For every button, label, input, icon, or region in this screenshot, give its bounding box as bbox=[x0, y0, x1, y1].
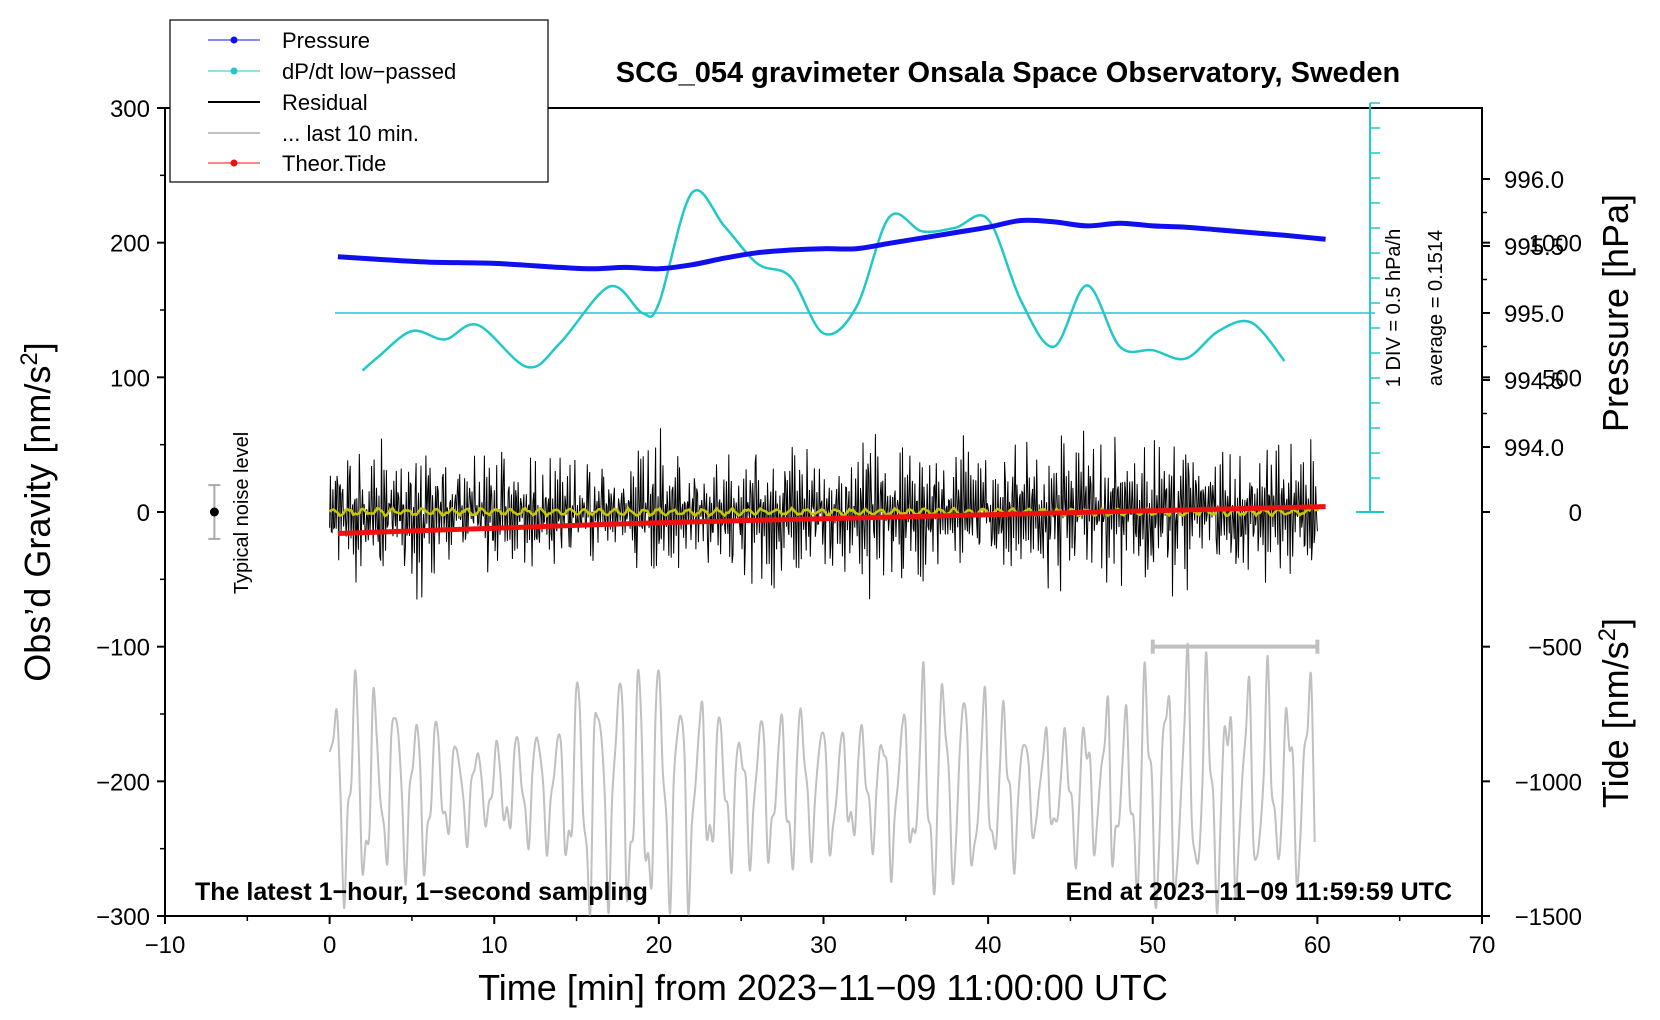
tide-tick-label: 1000 bbox=[1529, 231, 1582, 258]
x-tick-label: 10 bbox=[481, 932, 508, 959]
pressure-tick-label: 995.5 bbox=[1504, 234, 1564, 261]
x-tick-label: 70 bbox=[1469, 932, 1496, 959]
pressure-series bbox=[337, 217, 1326, 272]
legend-label-tide: Theor.Tide bbox=[282, 151, 386, 176]
y-axis-title-tide: Tide [nm/s2] bbox=[1594, 618, 1637, 808]
dpdt-scale-axis bbox=[335, 102, 1385, 513]
residual-line bbox=[329, 428, 1318, 600]
y-tick-label: −200 bbox=[96, 769, 150, 796]
sampling-note: The latest 1−hour, 1−second sampling bbox=[195, 878, 648, 906]
pressure-tick-label: 994.5 bbox=[1504, 368, 1564, 395]
y-axis-title-pressure: Pressure [hPa] bbox=[1595, 194, 1636, 432]
tide-series bbox=[337, 504, 1326, 536]
x-tick-label: 40 bbox=[975, 932, 1002, 959]
x-tick-label: 60 bbox=[1304, 932, 1331, 959]
last10-line bbox=[328, 642, 1316, 916]
last10-series bbox=[328, 642, 1316, 916]
y-axis-title-gravity: Obs’d Gravity [nm/s2] bbox=[16, 342, 59, 681]
dpdt-series bbox=[361, 189, 1286, 372]
y-tick-label: 100 bbox=[110, 365, 150, 392]
noise-point bbox=[209, 507, 219, 517]
legend-label-pressure: Pressure bbox=[282, 28, 370, 53]
dpdt-scale-label: 1 DIV = 0.5 hPa/h bbox=[1383, 229, 1405, 387]
x-tick-label: 0 bbox=[323, 932, 336, 959]
y-tick-label: −100 bbox=[96, 635, 150, 662]
pressure-line bbox=[337, 217, 1326, 272]
chart-title: SCG_054 gravimeter Onsala Space Observat… bbox=[616, 57, 1400, 89]
tide-tick-label: −500 bbox=[1528, 635, 1582, 662]
y-tick-label: −300 bbox=[96, 904, 150, 931]
end-time-note: End at 2023−11−09 11:59:59 UTC bbox=[1066, 878, 1452, 906]
y-tick-label: 300 bbox=[110, 96, 150, 123]
x-tick-label: 20 bbox=[646, 932, 673, 959]
tide-tick-label: −1500 bbox=[1515, 904, 1582, 931]
dpdt-average-label: average = 0.1514 bbox=[1425, 230, 1447, 386]
legend-label-last10: ... last 10 min. bbox=[282, 121, 419, 146]
x-tick-label: −10 bbox=[145, 932, 186, 959]
chart-marks bbox=[208, 484, 1320, 654]
tide-line bbox=[337, 504, 1326, 536]
legend-label-residual: Residual bbox=[282, 90, 368, 115]
pressure-tick-label: 994.0 bbox=[1504, 435, 1564, 462]
x-tick-label: 50 bbox=[1139, 932, 1166, 959]
pressure-tick-label: 995.0 bbox=[1504, 301, 1564, 328]
legend-marker-tide bbox=[230, 159, 238, 167]
tide-tick-label: 500 bbox=[1542, 365, 1582, 392]
axis-ticks: −10 0 10 20 30 40 50 60 703002001000−100−200−300… bbox=[96, 96, 1582, 959]
x-axis-title: Time [min] from 2023−11−09 11:00:00 UTC bbox=[478, 967, 1168, 1008]
pressure-tick-label: 996.0 bbox=[1504, 167, 1564, 194]
noise-level-label: Typical noise level bbox=[231, 432, 253, 594]
x-tick-label: 30 bbox=[810, 932, 837, 959]
legend-marker-dpdt bbox=[230, 67, 238, 75]
dpdt-line bbox=[361, 189, 1286, 372]
residual-series bbox=[328, 428, 1322, 600]
legend: Pressure dP/dt low−passed Residual ... l… bbox=[169, 19, 549, 183]
legend-marker-pressure bbox=[230, 36, 238, 44]
tide-tick-label: 0 bbox=[1569, 500, 1582, 527]
y-tick-label: 0 bbox=[137, 500, 150, 527]
y-tick-label: 200 bbox=[110, 231, 150, 258]
tide-tick-label: −1000 bbox=[1515, 769, 1582, 796]
legend-label-dpdt: dP/dt low−passed bbox=[282, 59, 456, 84]
